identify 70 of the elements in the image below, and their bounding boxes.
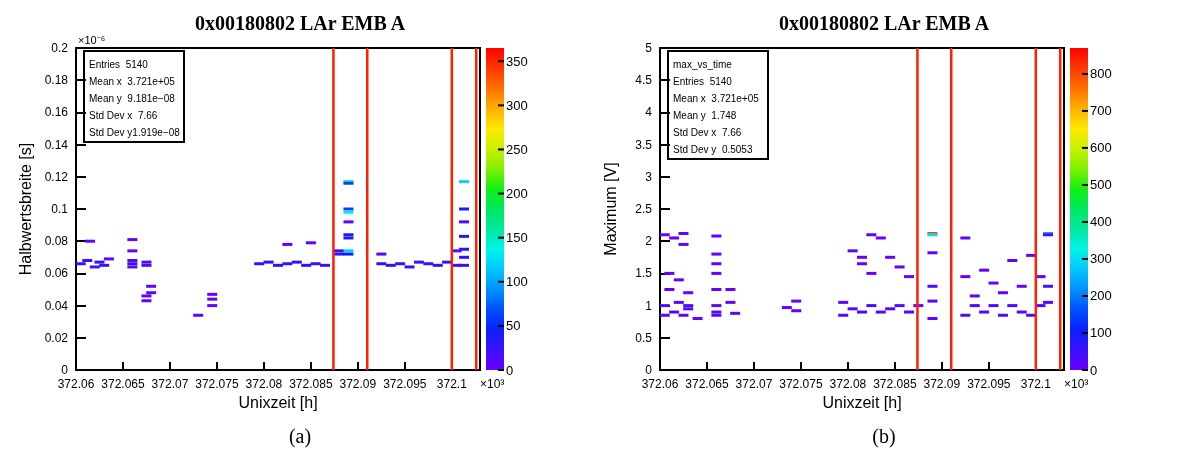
x-tick-label: 372.075 xyxy=(779,377,823,391)
x-tick-label: 372.095 xyxy=(383,377,427,391)
y-tick-label: 0 xyxy=(645,363,653,377)
color-bar-label: 0 xyxy=(1090,362,1098,378)
color-bar-label: 350 xyxy=(506,53,528,69)
chart-title: 0x00180802 LAr EMB A xyxy=(778,12,990,34)
x-tick-label: 372.07 xyxy=(151,377,189,391)
x-tick-label: 372.065 xyxy=(101,377,145,391)
x-axis-title: Unixzeit [h] xyxy=(238,394,318,412)
text: ×10⁻⁶ xyxy=(78,34,106,46)
color-bar-label: 50 xyxy=(506,318,521,334)
y-tick-label: 0.5 xyxy=(635,330,653,345)
x-tick-label: 372.07 xyxy=(735,377,773,391)
y-tick-label: 0.06 xyxy=(44,266,69,281)
color-bar-label: 300 xyxy=(1090,251,1112,267)
color-bar-label: 800 xyxy=(1090,66,1112,82)
color-bar-label: 150 xyxy=(506,230,528,246)
x-tick-label: 372.09 xyxy=(339,377,377,391)
text: (b) xyxy=(872,425,896,448)
color-bar-label: 0 xyxy=(506,362,514,378)
y-axis-title: Halbwertsbreite [s] xyxy=(17,142,35,276)
y-tick-label: 0.1 xyxy=(51,202,69,216)
y-tick-label: 0.16 xyxy=(44,105,69,120)
y-axis-title: Maximum [V] xyxy=(601,162,619,256)
chart-title: 0x00180802 LAr EMB A xyxy=(194,12,406,34)
y-tick-label: 1.5 xyxy=(635,266,653,281)
y-tick-label: 0.12 xyxy=(44,169,69,184)
color-bar-label: 700 xyxy=(1090,103,1112,119)
x-tick-label: 372.095 xyxy=(967,377,1011,391)
y-tick-label: 0.2 xyxy=(51,41,69,55)
y-tick-label: 1 xyxy=(645,298,653,313)
x-tick-label: 372.085 xyxy=(873,377,917,391)
color-bar-label: 200 xyxy=(506,186,528,202)
annotation: max_vs_time Entries 5140 Mean x 3.721e+05 Mean y 1.748 Std Dev x 7.66 Std Dev y 0.5053 xyxy=(673,59,760,155)
y-tick-label: 0.14 xyxy=(44,137,69,152)
color-bar-label: 250 xyxy=(506,141,528,157)
x-tick-label: 372.06 xyxy=(641,377,679,391)
color-bar-label: 200 xyxy=(1090,288,1112,304)
x-tick-label: 372.08 xyxy=(829,377,867,391)
y-tick-label: 4 xyxy=(645,105,653,120)
x-axis-title: Unixzeit [h] xyxy=(822,394,902,412)
color-bar-label: 100 xyxy=(506,274,528,290)
y-tick-label: 3.5 xyxy=(635,137,653,152)
y-tick-label: 0.04 xyxy=(44,298,69,313)
x-tick-label: 372.065 xyxy=(685,377,729,391)
y-tick-label: 2 xyxy=(645,234,653,249)
color-bar-label: 400 xyxy=(1090,214,1112,230)
annotation: Entries 5140 Mean x 3.721e+05 Mean y 9.181e−08 Std Dev x 7.66 Std Dev y1.919e−08 xyxy=(89,59,181,138)
color-bar-label: 100 xyxy=(1090,325,1112,341)
text: ×10³ xyxy=(480,377,505,391)
y-tick-label: 0.02 xyxy=(44,330,69,345)
x-tick-label: 372.075 xyxy=(195,377,239,391)
x-tick-label: 372.1 xyxy=(1020,377,1052,391)
y-tick-label: 2.5 xyxy=(635,202,653,216)
text: (a) xyxy=(288,425,312,448)
text: ×10³ xyxy=(1064,377,1089,391)
y-tick-label: 4.5 xyxy=(635,73,653,88)
x-tick-label: 372.08 xyxy=(245,377,283,391)
color-bar-label: 500 xyxy=(1090,177,1112,193)
color-bar-label: 300 xyxy=(506,97,528,113)
x-tick-label: 372.085 xyxy=(289,377,333,391)
y-tick-label: 3 xyxy=(645,169,653,184)
x-tick-label: 372.09 xyxy=(923,377,961,391)
y-tick-label: 0.18 xyxy=(44,73,69,88)
y-tick-label: 5 xyxy=(645,41,653,55)
y-tick-label: 0 xyxy=(61,363,69,377)
y-tick-label: 0.08 xyxy=(44,234,69,249)
x-tick-label: 372.06 xyxy=(57,377,95,391)
color-bar-label: 600 xyxy=(1090,140,1112,156)
x-tick-label: 372.1 xyxy=(436,377,468,391)
